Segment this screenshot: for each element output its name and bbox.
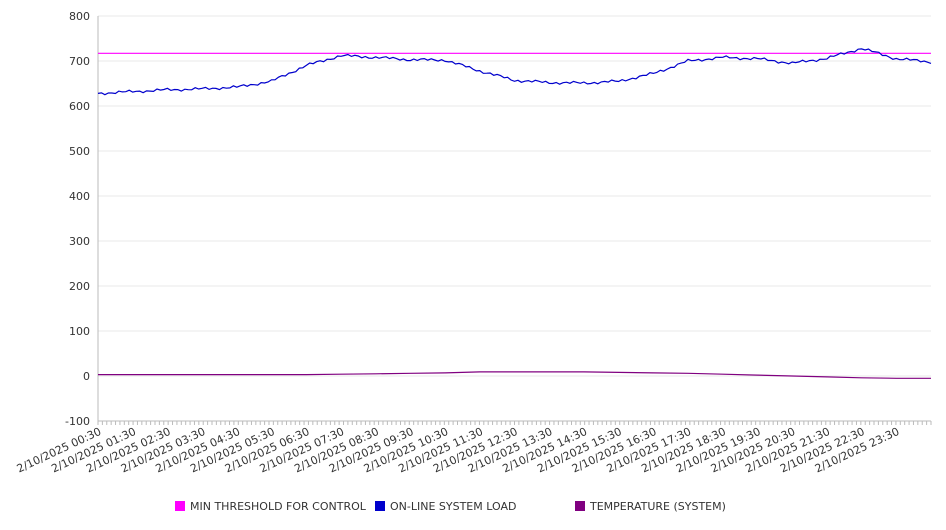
legend-label-system-load: ON-LINE SYSTEM LOAD [390,499,517,513]
series-line-on-line-system-load [97,48,932,96]
legend-item-min-threshold: MIN THRESHOLD FOR CONTROL [175,498,366,514]
y-tick-label: 0 [83,370,90,383]
legend-item-system-load: ON-LINE SYSTEM LOAD [375,498,516,514]
legend-swatch-system-load [375,501,385,511]
x-tick-labels: 2/10/2025 00:302/10/2025 01:302/10/2025 … [15,425,902,475]
y-tick-label: 400 [69,190,90,203]
y-tick-label: 600 [69,100,90,113]
series-line-temperature-system [98,371,931,379]
y-tick-label: -100 [65,415,90,428]
y-tick-label: 200 [69,280,90,293]
y-tick-label: 700 [69,55,90,68]
y-tick-label: 100 [69,325,90,338]
legend-label-temperature: TEMPERATURE (SYSTEM) [590,499,726,513]
legend-swatch-min-threshold [175,501,185,511]
grid-lines [98,15,931,422]
y-tick-labels: 800 700 600 500 400 300 200 100 0 -100 [65,10,90,428]
series-lines [97,48,932,379]
y-tick-label: 300 [69,235,90,248]
y-tick-label: 500 [69,145,90,158]
y-tick-label: 800 [69,10,90,23]
legend: MIN THRESHOLD FOR CONTROL ON-LINE SYSTEM… [0,498,946,514]
legend-item-temperature: TEMPERATURE (SYSTEM) [575,498,726,514]
legend-label-min-threshold: MIN THRESHOLD FOR CONTROL [190,499,366,513]
legend-swatch-temperature [575,501,585,511]
axes [97,16,932,425]
